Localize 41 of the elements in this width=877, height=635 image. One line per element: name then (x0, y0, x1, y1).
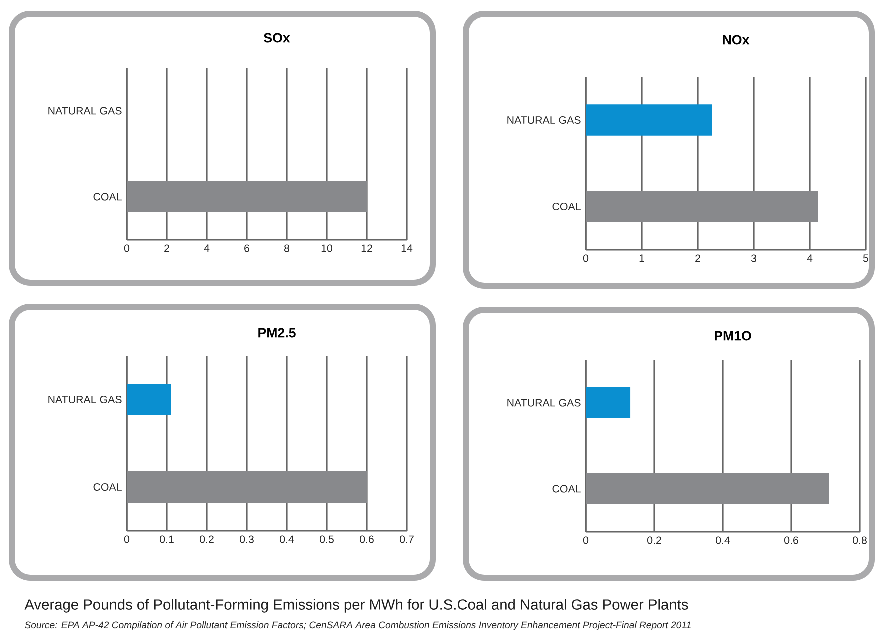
x-tick-label: 10 (322, 244, 333, 252)
x-tick-label: 0.2 (200, 536, 214, 544)
x-tick-label: 0.4 (280, 536, 294, 544)
x-tick-label: 0.2 (648, 536, 662, 544)
x-tick-label: 5 (863, 254, 869, 262)
x-tick-label: 0.7 (400, 536, 414, 544)
chart-title: PM2.5 (258, 328, 296, 338)
chart-title: PM1O (715, 331, 752, 341)
x-tick-label: 0.1 (160, 536, 174, 544)
x-tick-label: 6 (244, 244, 250, 252)
x-tick-label: 1 (640, 254, 644, 262)
x-tick-label: 0.6 (784, 536, 798, 544)
x-tick-label: 0.5 (320, 536, 334, 544)
y-tick-label: NATURAL GAS (48, 107, 122, 115)
text: Average Pounds of Pollutant-Forming Emissions per MWh for U.S.Coal and Natural Gas Power Plants (24, 599, 688, 613)
y-tick-label: COAL (94, 193, 122, 201)
x-tick-label: 0 (583, 254, 589, 262)
x-tick-label: 0 (124, 536, 130, 544)
x-tick-label: 0.3 (240, 536, 254, 544)
y-tick-label: NATURAL GAS (508, 399, 581, 407)
y-tick-label: COAL (552, 202, 581, 211)
x-tick-label: 8 (284, 244, 290, 252)
x-tick-label: 3 (751, 254, 756, 262)
x-tick-label: 12 (362, 244, 372, 252)
y-tick-label: COAL (94, 483, 122, 492)
x-tick-label: 0.4 (716, 536, 730, 544)
x-tick-label: 0.6 (360, 536, 374, 544)
chart-title: SOx (264, 33, 290, 43)
x-tick-label: 0 (124, 244, 130, 252)
x-tick-label: 2 (164, 244, 170, 252)
source-note: Source: EPA AP-42 Compilation of Air Pollutant Emission Factors; CenSARA Area Combustion Emissions Inventory Enhancement Project-Final Report 2011 (24, 622, 691, 630)
chart-title: NOx (723, 35, 750, 45)
x-tick-label: 0 (583, 536, 589, 544)
x-tick-label: 0.8 (853, 536, 867, 544)
y-tick-label: NATURAL GAS (508, 116, 581, 124)
y-tick-label: NATURAL GAS (48, 396, 122, 404)
y-tick-label: COAL (552, 485, 581, 493)
x-tick-label: 4 (807, 254, 813, 262)
x-tick-label: 2 (696, 254, 700, 262)
x-tick-label: 14 (402, 244, 413, 252)
x-tick-label: 4 (204, 244, 210, 252)
